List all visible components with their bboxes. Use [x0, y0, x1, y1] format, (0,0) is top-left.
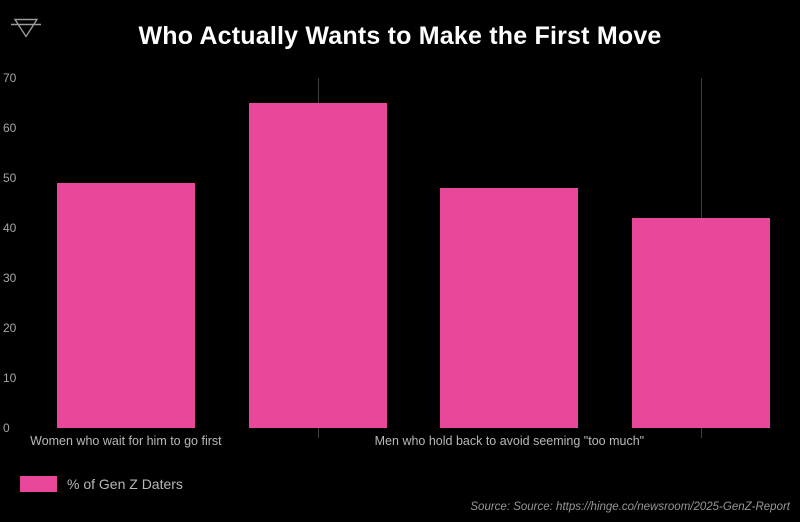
x-axis-category-label: Men who hold back to avoid seeming "too … [374, 434, 645, 448]
bar [632, 218, 771, 428]
legend-label: % of Gen Z Daters [67, 476, 183, 492]
y-axis-tick-label: 0 [3, 421, 10, 435]
y-axis-tick-label: 40 [3, 221, 17, 235]
legend-swatch [20, 476, 57, 492]
earth-symbol-icon [11, 18, 41, 38]
y-axis-tick-label: 50 [3, 171, 17, 185]
y-axis-tick-label: 60 [3, 121, 17, 135]
chart-title: Who Actually Wants to Make the First Mov… [138, 22, 662, 50]
bar [56, 183, 195, 428]
source-note: Source: Source: https://hinge.co/newsroo… [470, 501, 790, 513]
y-axis-tick-label: 70 [3, 71, 17, 85]
y-axis-tick-label: 20 [3, 321, 17, 335]
legend: % of Gen Z Daters [20, 476, 183, 492]
y-axis-tick-label: 10 [3, 371, 17, 385]
bar [440, 188, 579, 428]
x-axis-category-label: Women who wait for him to go first [30, 434, 222, 448]
bar [248, 103, 387, 428]
y-axis-tick-label: 30 [3, 271, 17, 285]
